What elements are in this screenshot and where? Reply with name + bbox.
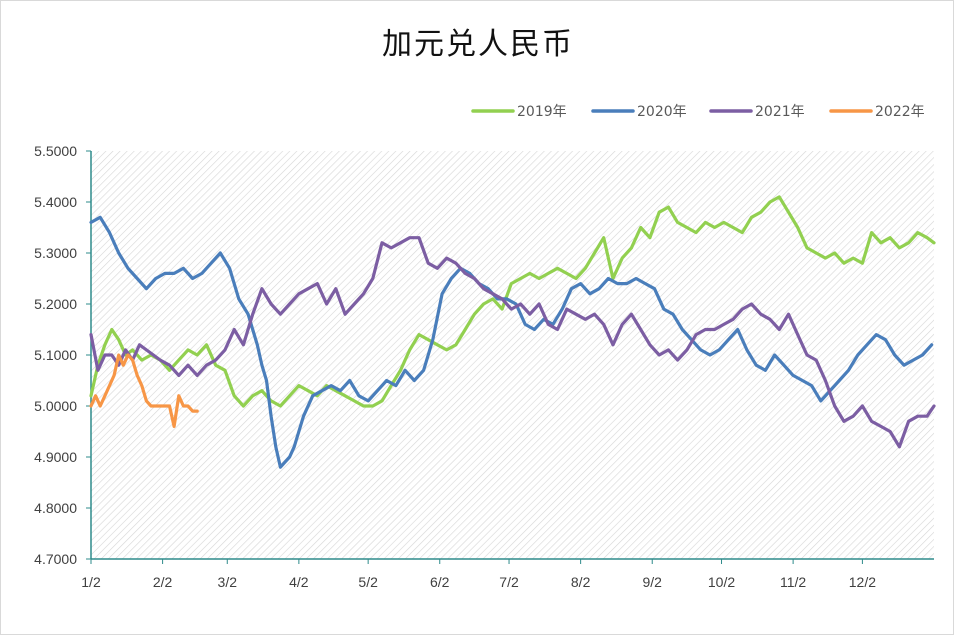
x-tick-label: 6/2 (430, 574, 450, 590)
x-tick-label: 2/2 (153, 574, 173, 590)
chart-title: 加元兑人民币 (382, 27, 574, 62)
y-tick-label: 5.4000 (34, 194, 77, 210)
y-tick-label: 5.1000 (34, 347, 77, 363)
series-line-3 (89, 236, 936, 449)
x-axis: 1/2 2/2 3/2 4/2 5/2 6/2 7/2 8/2 9/2 10/2 11/2 12/2 (81, 558, 934, 590)
y-tick-label: 4.8000 (34, 500, 77, 516)
x-tick-label: 5/2 (358, 574, 378, 590)
x-tick-label: 3/2 (218, 574, 238, 590)
x-tick-label: 11/2 (780, 574, 806, 590)
series-lines (89, 195, 936, 469)
y-tick-label: 5.3000 (34, 245, 77, 261)
x-tick-label: 10/2 (708, 574, 735, 590)
y-tick-label: 5.0000 (34, 398, 77, 414)
legend-label: 2019年 (517, 104, 567, 120)
legend-label: 2021年 (755, 104, 805, 120)
y-tick-label: 5.5000 (34, 143, 77, 159)
x-tick-label: 4/2 (289, 574, 309, 590)
x-tick-label: 12/2 (849, 574, 876, 590)
x-tick-label: 8/2 (571, 574, 591, 590)
x-tick-label: 1/2 (81, 574, 101, 590)
legend-label: 2020年 (637, 104, 687, 120)
y-tick-label: 5.2000 (34, 296, 77, 312)
y-axis: 5.5000 5.4000 5.3000 5.2000 5.1000 5.0000 4.90… (34, 143, 92, 567)
legend-label: 2022年 (875, 104, 925, 120)
y-tick-label: 4.7000 (34, 551, 77, 567)
series-line-1 (89, 195, 936, 408)
x-tick-label: 7/2 (499, 574, 519, 590)
x-tick-label: 9/2 (642, 574, 662, 590)
series-line-4 (89, 353, 199, 428)
y-tick-label: 4.9000 (34, 449, 77, 465)
legend: 2019年 2020年 2021年 2022年 (471, 104, 925, 120)
